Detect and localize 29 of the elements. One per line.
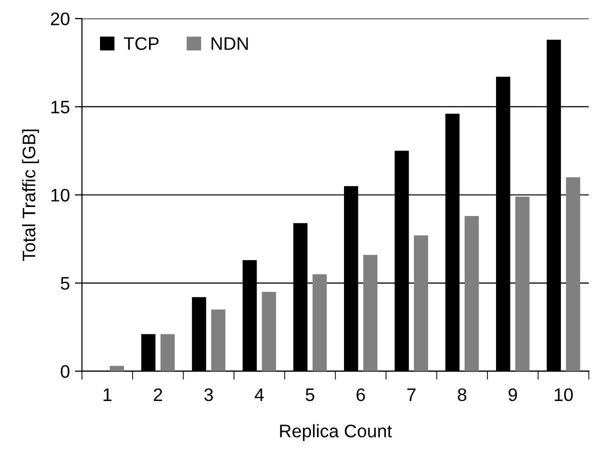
x-tick-label: 5 (306, 388, 314, 402)
bar (464, 216, 479, 372)
x-tick-label: 3 (204, 388, 213, 402)
bar (211, 309, 226, 372)
y-tick-label: 0 (60, 365, 70, 378)
x-tick-label: 7 (407, 388, 416, 401)
x-tick-label: 6 (356, 388, 365, 402)
y-axis-title: Total Traffic [GB] (22, 130, 39, 262)
x-axis-title: Replica Count (280, 424, 392, 441)
bar (262, 292, 276, 372)
x-tick-label: 10 (554, 388, 573, 402)
legend-label: TCP (124, 37, 159, 50)
y-tick-label: 10 (51, 188, 70, 202)
y-tick-label: 15 (51, 100, 70, 114)
y-tick-label: 20 (50, 12, 70, 26)
x-tick-label: 8 (458, 388, 466, 402)
bar (363, 254, 378, 372)
bar (160, 334, 175, 372)
x-tick-label: 4 (254, 388, 264, 401)
x-tick-label: 1 (104, 388, 112, 401)
bar (414, 235, 428, 372)
legend-label: NDN (212, 37, 248, 50)
x-tick-label: 2 (154, 388, 162, 401)
y-tick-label: 5 (60, 277, 70, 290)
x-tick-label: 9 (508, 388, 517, 402)
bar (110, 366, 124, 372)
bar (312, 274, 327, 372)
bar (566, 177, 580, 372)
bar (515, 196, 530, 372)
